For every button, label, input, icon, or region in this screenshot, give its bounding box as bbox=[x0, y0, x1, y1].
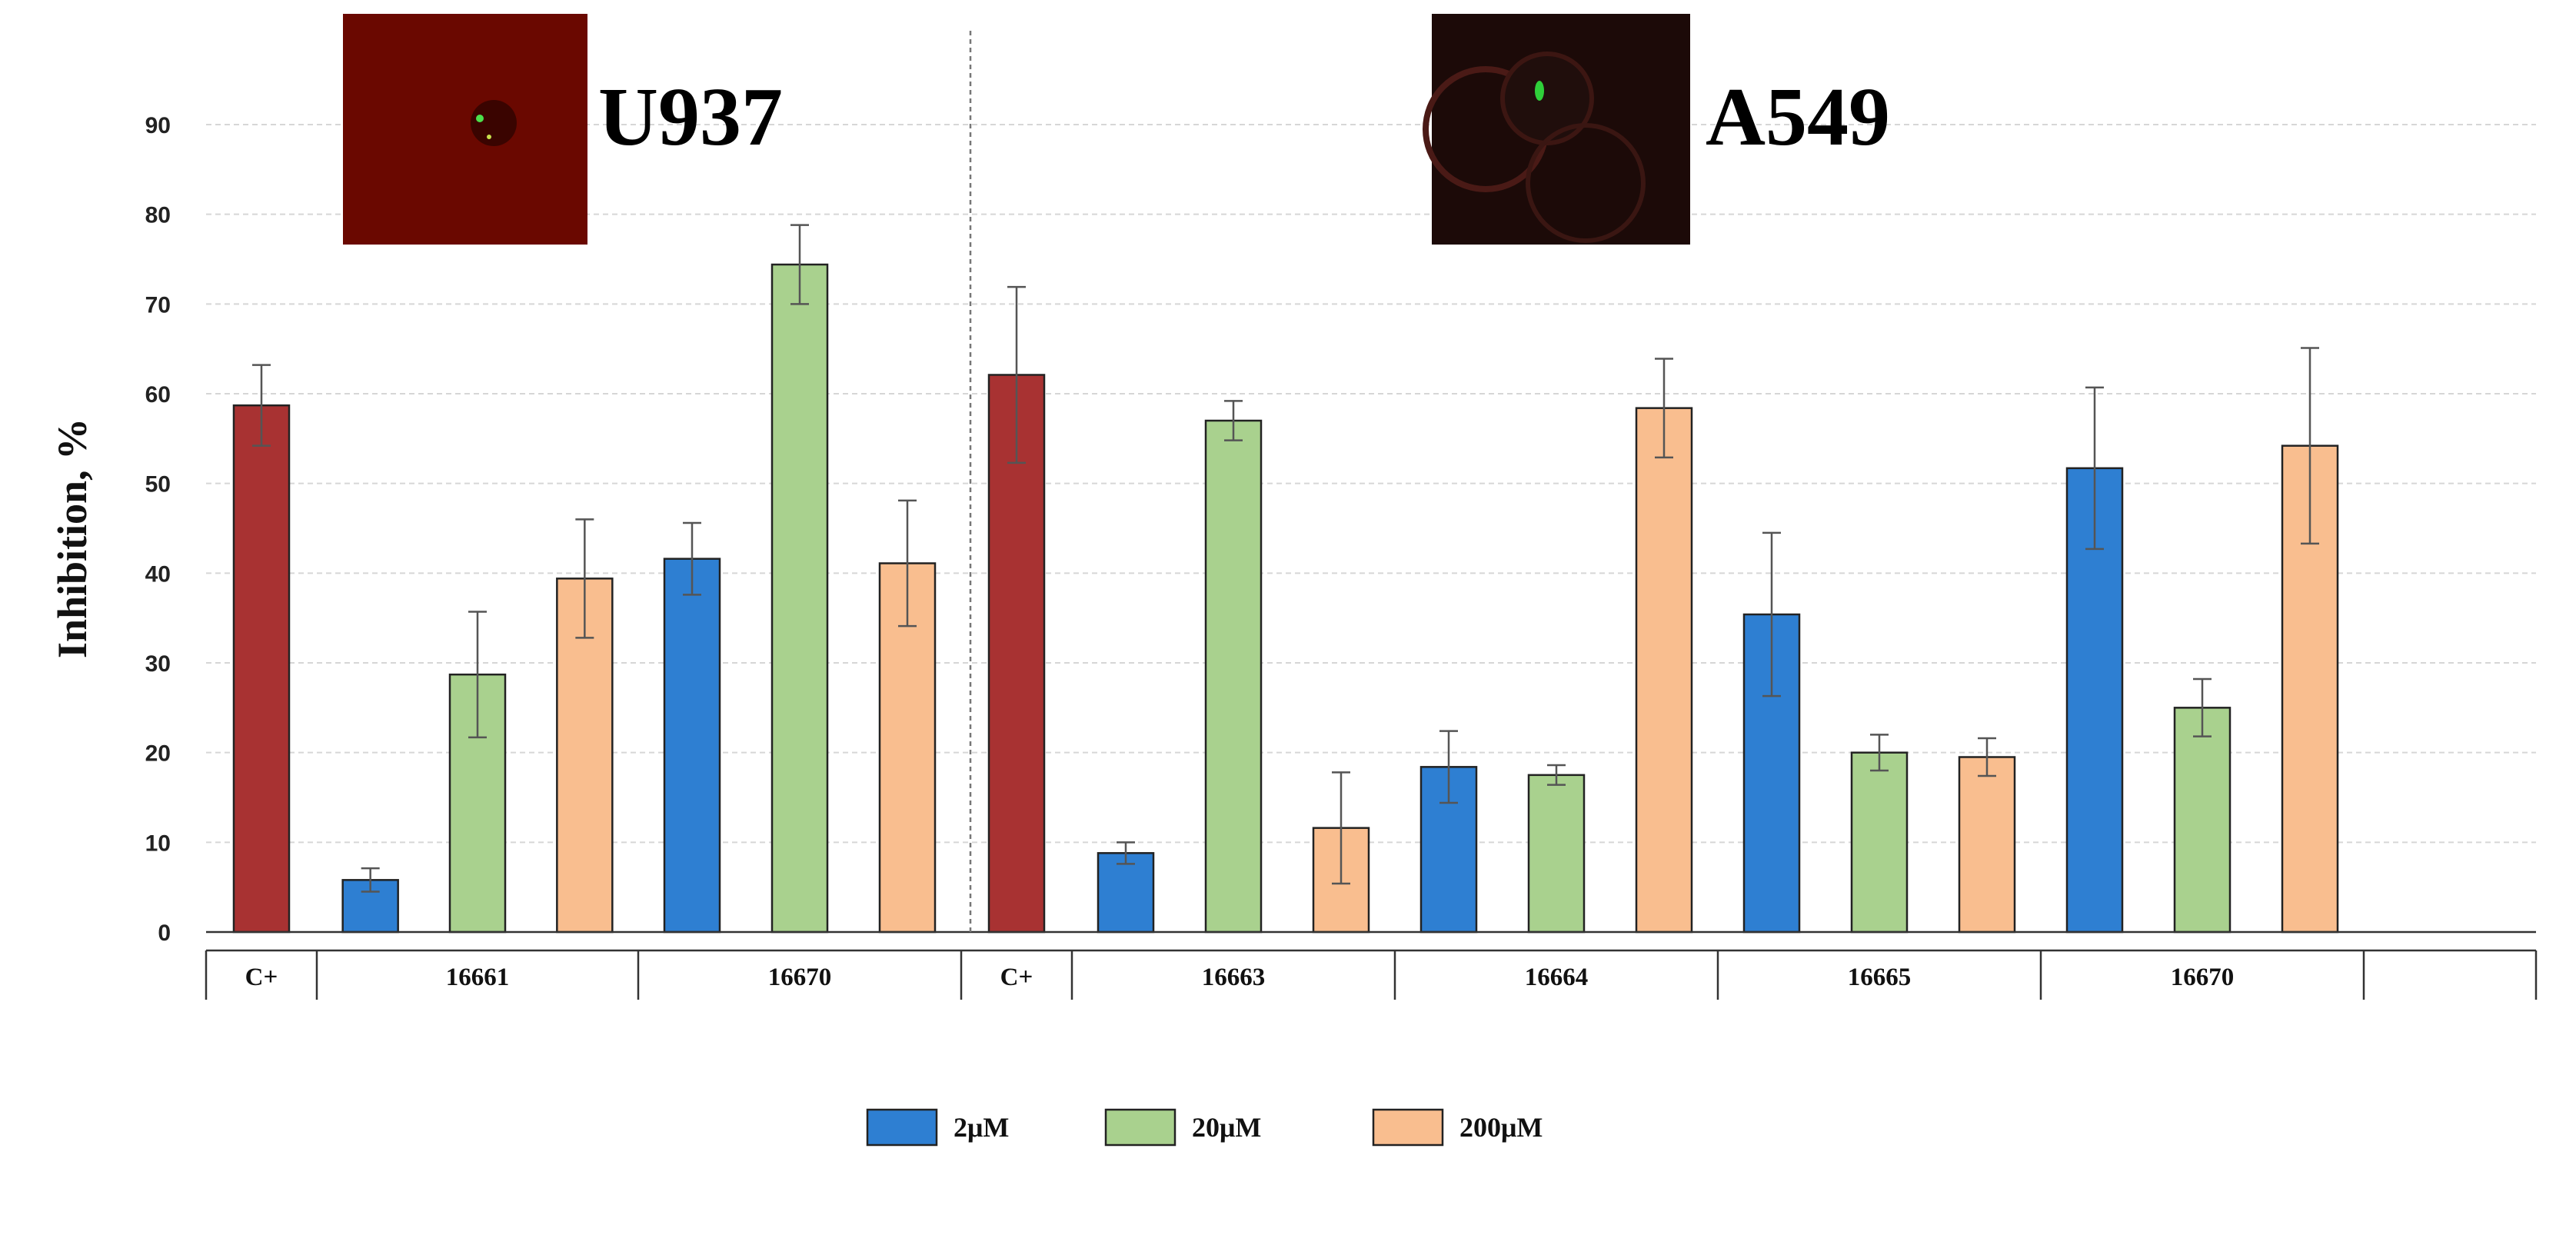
legend-label: 20μM bbox=[1192, 1112, 1261, 1143]
bar-16663-2μM bbox=[1097, 852, 1155, 934]
y-tick-label: 40 bbox=[145, 561, 171, 587]
category-label: 16665 bbox=[1848, 964, 1912, 991]
panels: U937 A549 bbox=[343, 14, 1890, 932]
bar-16665-20μM bbox=[1850, 751, 1909, 934]
y-tick-label: 70 bbox=[145, 292, 171, 318]
legend-label: 200μM bbox=[1459, 1112, 1543, 1143]
y-axis-ticks: 0 10 20 30 40 50 60 70 80 90 bbox=[145, 113, 171, 946]
y-tick-label: 30 bbox=[145, 651, 171, 677]
legend-label: 2μM bbox=[954, 1112, 1009, 1143]
category-label: 16670 bbox=[2171, 964, 2235, 991]
micrograph-inset-U937 bbox=[343, 14, 587, 245]
category-axis bbox=[205, 930, 2538, 1000]
bar-16664-200μM bbox=[1635, 407, 1693, 934]
legend-swatch bbox=[866, 1108, 938, 1147]
bar-16663-20μM bbox=[1204, 419, 1263, 934]
green-marker bbox=[1535, 81, 1544, 101]
bar-C+-control bbox=[232, 404, 291, 934]
legend-swatch bbox=[1104, 1108, 1177, 1147]
cell-outline bbox=[1526, 123, 1646, 243]
bar-16670-2μM bbox=[663, 558, 721, 934]
panel-label-A549: A549 bbox=[1706, 72, 1890, 163]
y-tick-label: 20 bbox=[145, 741, 171, 767]
category-label: 16663 bbox=[1202, 964, 1266, 991]
panel-label-U937: U937 bbox=[598, 72, 783, 163]
y-tick-label: 90 bbox=[145, 113, 171, 138]
category-label: C+ bbox=[245, 964, 278, 991]
micrograph-inset-A549 bbox=[1423, 14, 1690, 245]
category-labels: C+ 16661 16670 C+ 16663 16664 16665 16670 bbox=[245, 964, 2235, 991]
legend-item-20μM: 20μM bbox=[1104, 1108, 1261, 1147]
cell-outline bbox=[1500, 52, 1594, 145]
legend: 2μM 20μM 200μM bbox=[866, 1108, 1543, 1147]
y-tick-label: 0 bbox=[158, 920, 171, 946]
y-tick-label: 80 bbox=[145, 203, 171, 228]
legend-swatch bbox=[1372, 1108, 1444, 1147]
category-label: 16664 bbox=[1525, 964, 1589, 991]
category-label: C+ bbox=[1000, 964, 1033, 991]
legend-item-200μM: 200μM bbox=[1372, 1108, 1543, 1147]
category-label: 16670 bbox=[768, 964, 832, 991]
y-tick-label: 60 bbox=[145, 382, 171, 408]
bars bbox=[232, 263, 2339, 934]
bar-16665-200μM bbox=[1958, 756, 2016, 934]
y-axis-title: Inhibition, % bbox=[49, 418, 95, 658]
green-marker bbox=[476, 115, 484, 122]
category-label: 16661 bbox=[446, 964, 510, 991]
error-bars bbox=[252, 224, 2319, 893]
y-tick-label: 50 bbox=[145, 472, 171, 498]
y-tick-label: 10 bbox=[145, 831, 171, 856]
bar-16664-20μM bbox=[1527, 774, 1586, 934]
cell-shape bbox=[471, 100, 517, 146]
inset-background bbox=[343, 14, 587, 245]
legend-item-2μM: 2μM bbox=[866, 1108, 1009, 1147]
bar-16670-20μM bbox=[2173, 707, 2232, 934]
bar-16670-20μM bbox=[770, 263, 829, 934]
green-marker bbox=[487, 135, 491, 139]
